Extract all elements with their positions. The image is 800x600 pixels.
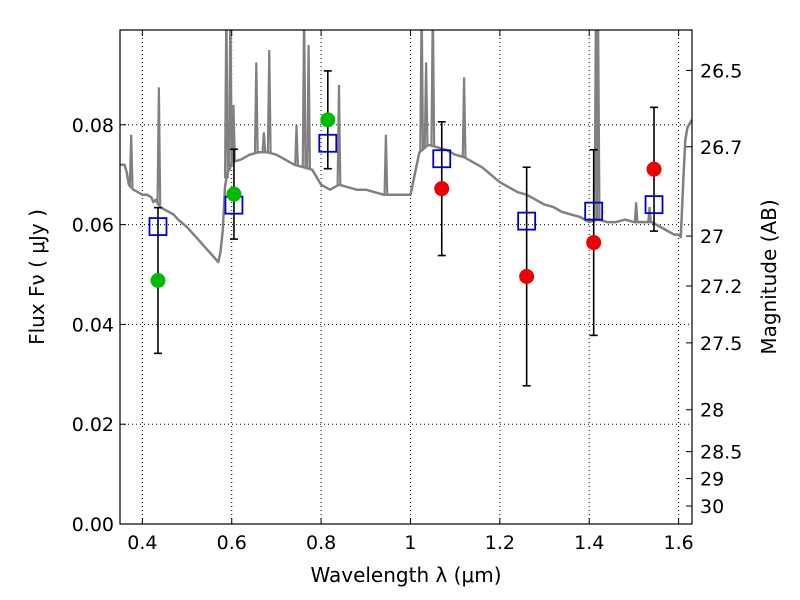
x-axis: 0.4 0.6 0.8 1 1.2 1.4 1.6 [127, 30, 694, 554]
plot-frame [119, 29, 693, 525]
y-tick-label: 0.00 [72, 514, 114, 536]
mag-tick-label: 29 [700, 469, 724, 491]
mag-tick-label: 26.5 [700, 60, 742, 82]
plot-area [120, 30, 692, 387]
emission-line-spike [231, 104, 236, 162]
x-axis-title: Wavelength λ (μm) [310, 563, 501, 587]
x-tick-label: 1 [404, 532, 416, 554]
model-square [318, 133, 338, 153]
y-tick-label: 0.04 [72, 314, 114, 336]
observed-point [320, 112, 336, 128]
x-tick-label: 0.8 [306, 532, 336, 554]
model-square [644, 195, 664, 215]
emission-line-spike [595, 30, 601, 220]
observed-point [434, 181, 450, 197]
grid [120, 30, 692, 525]
mag-tick-label: 28.5 [700, 442, 742, 464]
x-tick-label: 1.4 [574, 532, 604, 554]
y-tick-label: 0.06 [72, 215, 114, 237]
x-tick-label: 1.6 [663, 532, 693, 554]
observed-point [519, 269, 535, 285]
mag-tick-label: 28 [700, 400, 724, 422]
emission-line-spike [301, 30, 307, 168]
y-tick-label: 0.02 [72, 414, 114, 436]
emission-line-spike [294, 124, 299, 166]
x-tick-label: 0.4 [127, 532, 157, 554]
model-spectrum-line [120, 119, 692, 264]
observed-point [226, 186, 242, 202]
observed-point [586, 235, 602, 251]
emission-line-spike [227, 30, 233, 167]
mag-tick-label: 30 [700, 496, 724, 518]
model-square [584, 201, 604, 221]
y-tick-label: 0.08 [72, 115, 114, 137]
emission-line-spike [253, 62, 259, 153]
observed-points [150, 112, 662, 288]
observed-point [646, 161, 662, 177]
magnitude-axis: 26.5 26.7 27 27.2 27.5 28 28.5 29 30 [686, 60, 742, 518]
emission-line-spike [306, 44, 312, 169]
y2-axis-title: Magnitude (AB) [757, 199, 781, 354]
emission-line-spike [461, 77, 467, 158]
mag-tick-label: 27.5 [700, 333, 742, 355]
emission-line-spike [261, 132, 267, 153]
emission-line-spike [156, 87, 162, 205]
emission-line-spike [383, 134, 389, 195]
emission-line-spike [128, 134, 134, 188]
emission-line-spike [336, 84, 342, 185]
emission-lines [128, 30, 652, 223]
y-axis-title: Flux Fν ( μJy ) [25, 209, 49, 345]
model-squares [148, 133, 664, 237]
model-square [517, 211, 537, 231]
emission-line-spike [430, 30, 436, 147]
model-square [432, 149, 452, 169]
emission-line-spike [647, 207, 652, 223]
y-axis: 0.00 0.02 0.04 0.06 0.08 [72, 115, 126, 536]
emission-line-spike [633, 202, 639, 223]
mag-tick-label: 27.2 [700, 276, 742, 298]
x-tick-label: 1.2 [485, 532, 515, 554]
emission-line-spike [419, 30, 425, 151]
emission-line-spike [223, 30, 229, 179]
model-square [148, 217, 168, 237]
mag-tick-label: 26.7 [700, 137, 742, 159]
emission-line-spike [423, 62, 429, 147]
mag-tick-label: 27 [700, 226, 724, 248]
x-tick-label: 0.6 [217, 532, 247, 554]
emission-line-spike [266, 49, 272, 153]
observed-point [150, 272, 166, 288]
